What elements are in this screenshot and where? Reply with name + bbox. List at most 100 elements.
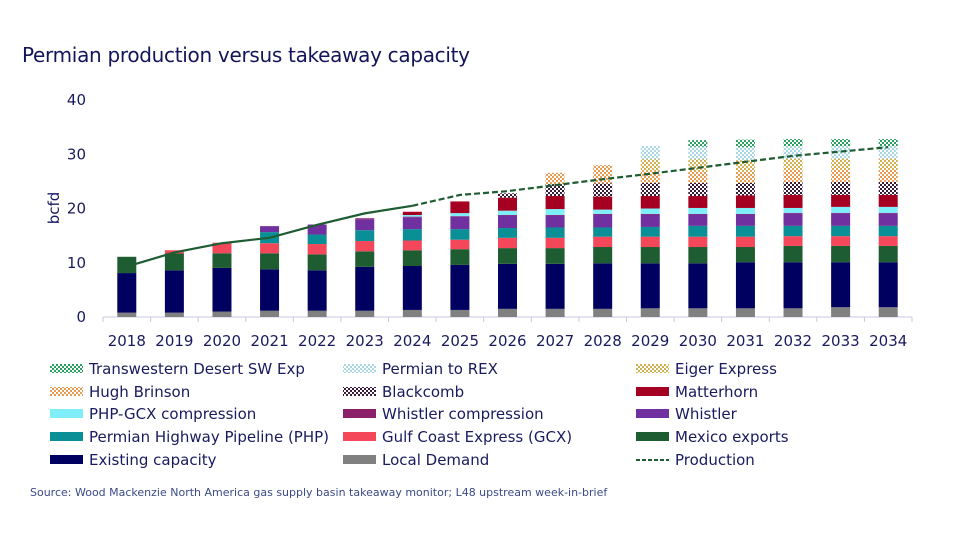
- y-tick-label: 40: [67, 91, 86, 109]
- bar-segment-local-demand-2020: [212, 311, 232, 317]
- bar-segment-php-gcx-compression-2030: [688, 207, 708, 214]
- bar-segment-hugh-brinson-2027: [545, 172, 565, 185]
- y-tick-label: 0: [76, 308, 86, 326]
- bar-segment-php-gcx-compression-2033: [831, 206, 851, 213]
- bar-segment-whistler-2033: [831, 213, 851, 226]
- bar-segment-matterhorn-2034: [878, 194, 898, 207]
- bar-segment-mexico-exports-2023: [355, 251, 375, 267]
- bar-segment-existing-capacity-2018: [117, 273, 137, 313]
- bar-segment-hugh-brinson-2033: [831, 169, 851, 182]
- bar-segment-local-demand-2034: [878, 307, 898, 317]
- bar-segment-local-demand-2022: [307, 310, 327, 317]
- legend-label: Existing capacity: [89, 451, 217, 469]
- bar-segment-matterhorn-2026: [498, 197, 517, 211]
- legend-item: Production: [636, 451, 755, 469]
- bar-segment-blackcomb-2027: [545, 184, 565, 197]
- bar-segment-permian-highway-pipeline-php--2025: [450, 229, 470, 240]
- bar-segment-whistler-compression-2032: [783, 212, 803, 214]
- bar-segment-gulf-coast-express-gcx--2031: [735, 236, 755, 248]
- bar-segment-existing-capacity-2030: [688, 263, 708, 309]
- bar-segment-mexico-exports-2026: [498, 248, 517, 264]
- bar-segment-eiger-express-2033: [831, 158, 851, 170]
- bar-segment-mexico-exports-2018: [117, 256, 137, 274]
- bar-segment-eiger-express-2030: [688, 159, 708, 172]
- bar-segment-blackcomb-2030: [688, 183, 708, 197]
- bar-segment-transwestern-desert-sw-exp-2034: [878, 139, 898, 147]
- x-tick-label: 2034: [869, 332, 907, 350]
- bar-segment-matterhorn-2032: [783, 194, 803, 208]
- bar-segment-eiger-express-2029: [640, 159, 660, 172]
- legend-item: Permian Highway Pipeline (PHP): [50, 428, 329, 446]
- legend-swatch: [343, 409, 376, 418]
- bar-segment-php-gcx-compression-2025: [450, 213, 470, 217]
- bar-segment-whistler-compression-2029: [640, 213, 660, 215]
- x-tick-label: 2023: [346, 332, 384, 350]
- bar-segment-permian-highway-pipeline-php--2029: [640, 226, 660, 237]
- bar-segment-mexico-exports-2019: [164, 253, 184, 271]
- bar-segment-mexico-exports-2032: [783, 245, 803, 263]
- legend-label: Matterhorn: [675, 383, 758, 401]
- bar-segment-mexico-exports-2033: [831, 245, 851, 263]
- bar-segment-whistler-2026: [498, 215, 517, 229]
- legend-label: Transwestern Desert SW Exp: [88, 360, 305, 378]
- bar-segment-hugh-brinson-2034: [878, 169, 898, 182]
- bar-segment-local-demand-2032: [783, 308, 803, 317]
- legend-label: PHP-GCX compression: [89, 405, 256, 423]
- x-tick-label: 2020: [203, 332, 241, 350]
- bar-segment-local-demand-2024: [402, 309, 422, 317]
- bar-segment-blackcomb-2029: [640, 183, 660, 197]
- production-line-actual: [126, 204, 413, 268]
- legend-item: Existing capacity: [50, 451, 217, 469]
- bar-segment-hugh-brinson-2028: [593, 165, 613, 184]
- legend-item: Local Demand: [343, 451, 489, 469]
- bar-segment-permian-highway-pipeline-php--2031: [735, 225, 755, 237]
- bar-segment-permian-highway-pipeline-php--2028: [593, 227, 613, 237]
- bar-segment-local-demand-2027: [545, 308, 565, 317]
- x-tick-label: 2030: [679, 332, 717, 350]
- bar-segment-permian-highway-pipeline-php--2032: [783, 225, 803, 237]
- bar-segment-local-demand-2028: [593, 308, 613, 317]
- bar-segment-whistler-2031: [735, 214, 755, 226]
- bar-segment-local-demand-2023: [355, 310, 375, 317]
- bar-segment-matterhorn-2029: [640, 196, 660, 209]
- bar-segment-local-demand-2021: [260, 310, 280, 317]
- x-tick-label: 2025: [441, 332, 479, 350]
- bar-segment-blackcomb-2026: [498, 193, 517, 198]
- legend-swatch: [636, 364, 669, 373]
- bar-segment-eiger-express-2032: [783, 158, 803, 170]
- bar-segment-existing-capacity-2034: [878, 262, 898, 308]
- bar-segment-matterhorn-2030: [688, 196, 708, 208]
- x-tick-label: 2031: [726, 332, 764, 350]
- bar-segment-existing-capacity-2022: [307, 270, 327, 311]
- x-tick-label: 2028: [584, 332, 622, 350]
- bar-segment-mexico-exports-2025: [450, 249, 470, 265]
- y-axis-label: bcfd: [45, 192, 63, 225]
- bar-segment-mexico-exports-2029: [640, 247, 660, 264]
- x-tick-label: 2022: [298, 332, 336, 350]
- bar-segment-local-demand-2019: [164, 312, 184, 317]
- legend-item: Eiger Express: [636, 360, 777, 378]
- legend-item: Gulf Coast Express (GCX): [343, 428, 572, 446]
- legend-swatch: [343, 364, 376, 373]
- legend-label: Blackcomb: [382, 383, 464, 401]
- bar-segment-whistler-compression-2027: [545, 215, 565, 216]
- legend-label: Permian to REX: [382, 360, 498, 378]
- bar-segment-gulf-coast-express-gcx--2022: [307, 244, 327, 255]
- production-line: [126, 146, 889, 268]
- bar-segment-whistler-compression-2023: [355, 218, 375, 220]
- bar-segment-existing-capacity-2031: [735, 262, 755, 309]
- bar-segment-matterhorn-2031: [735, 195, 755, 208]
- bar-segment-existing-capacity-2019: [164, 270, 184, 313]
- bar-segment-gulf-coast-express-gcx--2024: [402, 240, 422, 251]
- legend-label: Production: [675, 451, 755, 469]
- bar-segment-mexico-exports-2028: [593, 247, 613, 264]
- x-tick-label: 2026: [488, 332, 526, 350]
- bar-segment-gulf-coast-express-gcx--2020: [212, 242, 232, 254]
- bar-segment-whistler-2029: [640, 214, 660, 227]
- legend-label: Local Demand: [382, 451, 489, 469]
- bar-segment-local-demand-2025: [450, 309, 470, 317]
- legend-swatch: [50, 409, 83, 418]
- bar-segment-existing-capacity-2032: [783, 262, 803, 309]
